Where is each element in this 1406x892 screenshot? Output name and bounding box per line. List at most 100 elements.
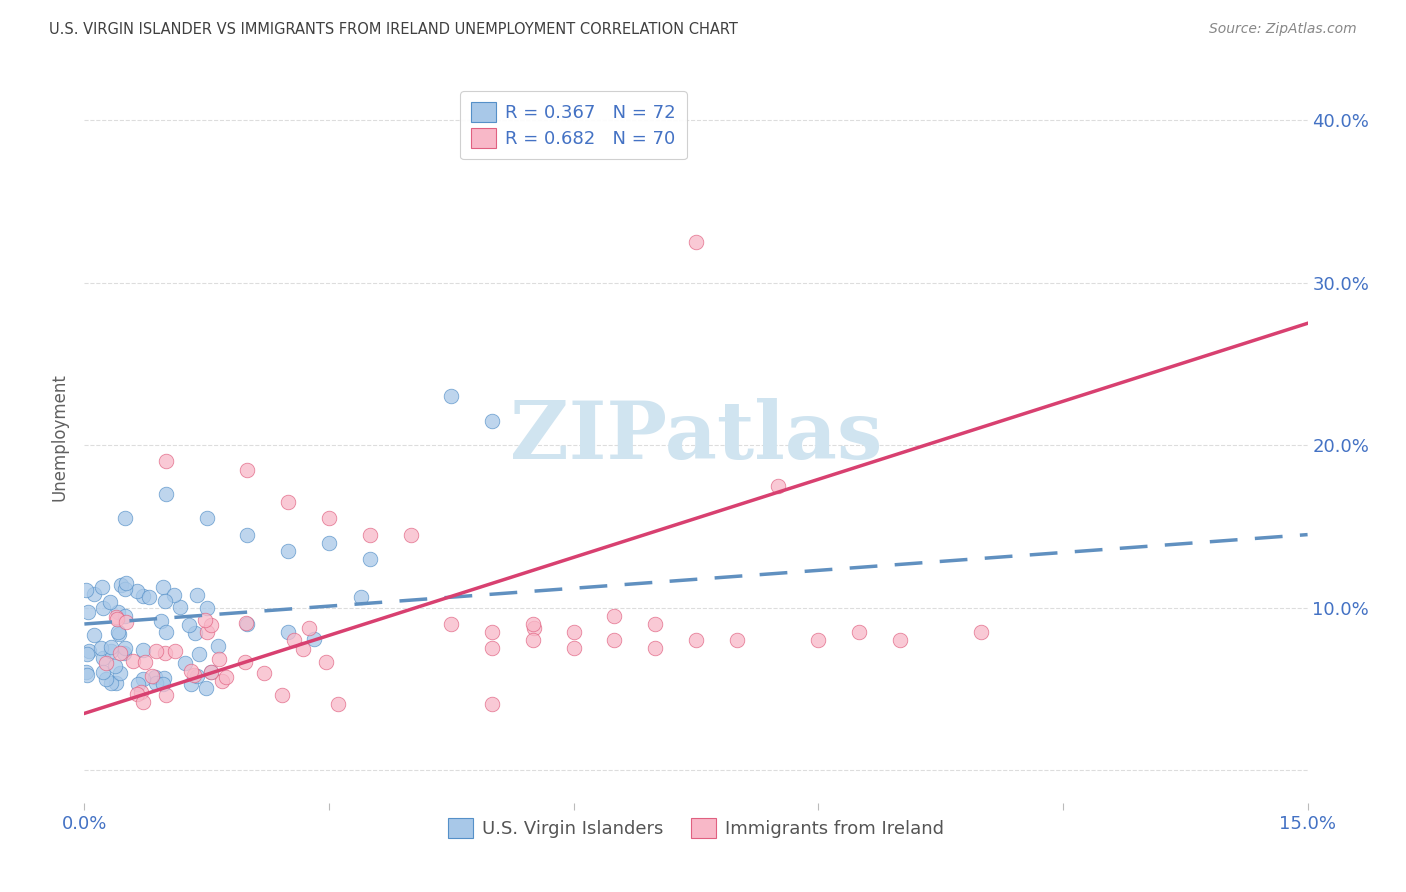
Point bbox=[94, 672, 117, 686]
Point bbox=[163, 644, 186, 658]
Point bbox=[112, 647, 135, 661]
Point bbox=[235, 616, 257, 631]
Point bbox=[236, 527, 259, 541]
Point bbox=[152, 580, 174, 594]
Point bbox=[155, 646, 177, 660]
Point bbox=[131, 590, 153, 604]
Point bbox=[188, 648, 211, 662]
Point bbox=[107, 605, 129, 619]
Point bbox=[131, 643, 153, 657]
Point bbox=[271, 688, 294, 702]
Point bbox=[114, 641, 136, 656]
Point bbox=[277, 544, 299, 558]
Point bbox=[283, 633, 305, 648]
Point bbox=[766, 479, 789, 493]
Point bbox=[207, 639, 229, 653]
Point bbox=[155, 487, 177, 501]
Y-axis label: Unemployment: Unemployment bbox=[51, 373, 69, 501]
Point bbox=[253, 666, 276, 681]
Point bbox=[75, 665, 97, 679]
Point bbox=[302, 632, 325, 647]
Point bbox=[145, 644, 167, 658]
Text: U.S. VIRGIN ISLANDER VS IMMIGRANTS FROM IRELAND UNEMPLOYMENT CORRELATION CHART: U.S. VIRGIN ISLANDER VS IMMIGRANTS FROM … bbox=[49, 22, 738, 37]
Point bbox=[195, 600, 218, 615]
Point bbox=[318, 511, 340, 525]
Legend: U.S. Virgin Islanders, Immigrants from Ireland: U.S. Virgin Islanders, Immigrants from I… bbox=[437, 807, 955, 848]
Point bbox=[807, 633, 830, 648]
Point bbox=[108, 626, 131, 640]
Point bbox=[277, 625, 299, 640]
Point bbox=[725, 633, 748, 648]
Point bbox=[100, 644, 122, 658]
Point bbox=[359, 552, 381, 566]
Point bbox=[77, 644, 100, 658]
Point bbox=[114, 615, 136, 629]
Point bbox=[200, 617, 222, 632]
Point bbox=[141, 669, 163, 683]
Point bbox=[145, 670, 167, 684]
Point bbox=[603, 633, 626, 648]
Point bbox=[153, 671, 176, 685]
Point bbox=[399, 527, 422, 541]
Point bbox=[184, 626, 207, 640]
Point bbox=[132, 673, 155, 687]
Point bbox=[91, 581, 114, 595]
Point bbox=[326, 698, 349, 712]
Point bbox=[138, 590, 160, 604]
Point bbox=[195, 511, 218, 525]
Point bbox=[183, 668, 205, 682]
Point bbox=[200, 665, 222, 679]
Point bbox=[131, 685, 153, 699]
Point bbox=[481, 625, 503, 640]
Point bbox=[83, 587, 105, 601]
Point bbox=[208, 652, 231, 666]
Point bbox=[104, 659, 127, 673]
Point bbox=[848, 625, 870, 640]
Point bbox=[122, 654, 145, 668]
Point bbox=[100, 675, 122, 690]
Point bbox=[125, 583, 148, 598]
Point bbox=[131, 695, 153, 709]
Point bbox=[644, 641, 666, 656]
Point bbox=[174, 656, 197, 670]
Point bbox=[83, 628, 105, 642]
Point bbox=[180, 677, 202, 691]
Point bbox=[91, 601, 114, 615]
Point bbox=[155, 454, 177, 468]
Point bbox=[105, 676, 128, 690]
Point bbox=[155, 594, 177, 608]
Point bbox=[195, 624, 218, 639]
Point bbox=[315, 656, 337, 670]
Point bbox=[134, 655, 156, 669]
Point bbox=[236, 462, 259, 476]
Point bbox=[163, 588, 186, 602]
Point bbox=[110, 646, 132, 660]
Point bbox=[114, 511, 136, 525]
Point bbox=[359, 527, 381, 541]
Point bbox=[114, 582, 136, 596]
Point bbox=[149, 614, 172, 628]
Point bbox=[127, 677, 149, 691]
Point bbox=[481, 641, 503, 656]
Point bbox=[152, 677, 174, 691]
Point bbox=[523, 621, 546, 635]
Point bbox=[180, 665, 202, 679]
Point bbox=[522, 633, 544, 648]
Point bbox=[889, 633, 911, 648]
Point bbox=[100, 640, 122, 654]
Point bbox=[481, 414, 503, 428]
Point bbox=[94, 656, 117, 670]
Point bbox=[100, 595, 122, 609]
Point bbox=[76, 667, 98, 681]
Point bbox=[179, 617, 201, 632]
Point bbox=[292, 642, 315, 657]
Point bbox=[277, 495, 299, 509]
Point bbox=[562, 625, 585, 640]
Point bbox=[114, 608, 136, 623]
Point bbox=[211, 673, 233, 688]
Point bbox=[644, 617, 666, 632]
Point bbox=[91, 665, 114, 679]
Point bbox=[90, 640, 112, 655]
Point bbox=[562, 641, 585, 656]
Point bbox=[350, 591, 373, 605]
